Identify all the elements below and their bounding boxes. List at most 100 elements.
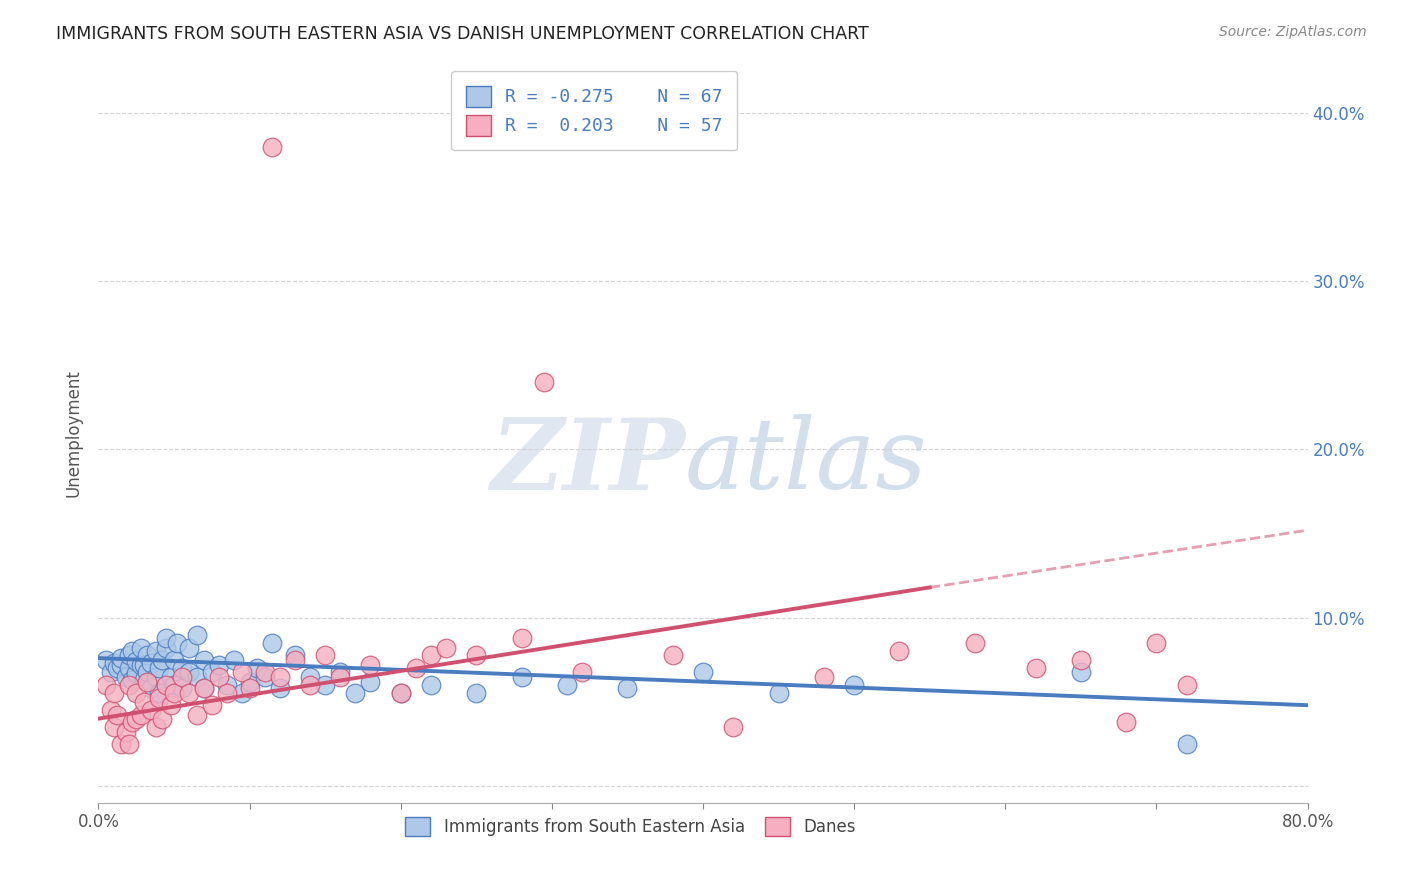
Point (110, 657, 132, 672)
Point (179, 686, 201, 700)
Point (329, 670, 352, 684)
Point (145, 670, 167, 684)
Point (269, 681, 291, 696)
Text: atlas: atlas (685, 415, 928, 510)
Point (166, 636, 188, 650)
Point (405, 661, 427, 675)
Point (141, 703, 163, 717)
Text: Source: ZipAtlas.com: Source: ZipAtlas.com (1219, 25, 1367, 39)
Point (253, 670, 276, 684)
Point (118, 661, 141, 675)
Point (121, 673, 143, 687)
Point (135, 648, 157, 662)
Point (150, 653, 173, 667)
Point (314, 648, 336, 662)
Point (179, 640, 201, 655)
Point (889, 644, 911, 658)
Point (299, 678, 322, 692)
Point (141, 656, 163, 670)
Point (135, 674, 157, 689)
Point (193, 681, 215, 696)
Point (118, 737, 141, 751)
Point (1175, 678, 1198, 692)
Point (163, 678, 186, 692)
Point (100, 703, 122, 717)
Point (150, 712, 173, 726)
Point (155, 631, 177, 645)
Point (118, 678, 141, 692)
Text: IMMIGRANTS FROM SOUTH EASTERN ASIA VS DANISH UNEMPLOYMENT CORRELATION CHART: IMMIGRANTS FROM SOUTH EASTERN ASIA VS DA… (56, 25, 869, 43)
Point (110, 737, 132, 751)
Point (170, 681, 193, 696)
Point (231, 665, 253, 679)
Point (103, 686, 125, 700)
Point (121, 714, 143, 729)
Point (284, 653, 307, 667)
Point (141, 681, 163, 696)
Point (129, 657, 152, 672)
Point (360, 674, 382, 689)
Point (344, 686, 367, 700)
Point (148, 661, 170, 675)
Point (132, 657, 155, 672)
Point (571, 665, 593, 679)
Point (262, 139, 284, 153)
Point (148, 691, 170, 706)
Point (94, 678, 117, 692)
Point (360, 657, 382, 672)
Point (186, 708, 208, 723)
Point (114, 670, 136, 684)
Point (103, 656, 125, 670)
Point (813, 670, 835, 684)
Point (201, 665, 224, 679)
Point (155, 640, 177, 655)
Point (510, 670, 533, 684)
Point (1070, 665, 1092, 679)
Point (661, 648, 683, 662)
Point (125, 666, 148, 681)
Point (163, 686, 186, 700)
Point (179, 665, 201, 679)
Point (201, 698, 224, 713)
Point (114, 725, 136, 739)
Point (125, 655, 148, 669)
Point (125, 686, 148, 700)
Point (389, 686, 412, 700)
Point (105, 661, 128, 675)
Point (132, 673, 155, 687)
Point (160, 670, 183, 684)
Point (555, 678, 578, 692)
Y-axis label: Unemployment: Unemployment (65, 368, 83, 497)
Point (389, 686, 412, 700)
Point (193, 653, 215, 667)
Point (262, 636, 284, 650)
Point (420, 648, 443, 662)
Point (132, 695, 155, 709)
Point (110, 651, 132, 665)
Point (208, 670, 231, 684)
Point (94, 653, 117, 667)
Point (129, 640, 152, 655)
Point (125, 712, 148, 726)
Point (239, 674, 262, 689)
Point (1175, 737, 1198, 751)
Point (148, 686, 170, 700)
Point (692, 665, 714, 679)
Point (160, 698, 183, 713)
Point (965, 636, 987, 650)
Point (121, 644, 143, 658)
Point (510, 631, 533, 645)
Point (193, 681, 215, 696)
Point (844, 678, 866, 692)
Point (723, 720, 745, 734)
Point (269, 670, 291, 684)
Point (145, 644, 167, 658)
Point (145, 720, 167, 734)
Point (253, 665, 276, 679)
Point (170, 661, 193, 675)
Point (299, 670, 322, 684)
Legend: Immigrants from South Eastern Asia, Danes: Immigrants from South Eastern Asia, Dane… (399, 810, 862, 843)
Point (434, 640, 457, 655)
Point (155, 678, 177, 692)
Point (420, 678, 443, 692)
